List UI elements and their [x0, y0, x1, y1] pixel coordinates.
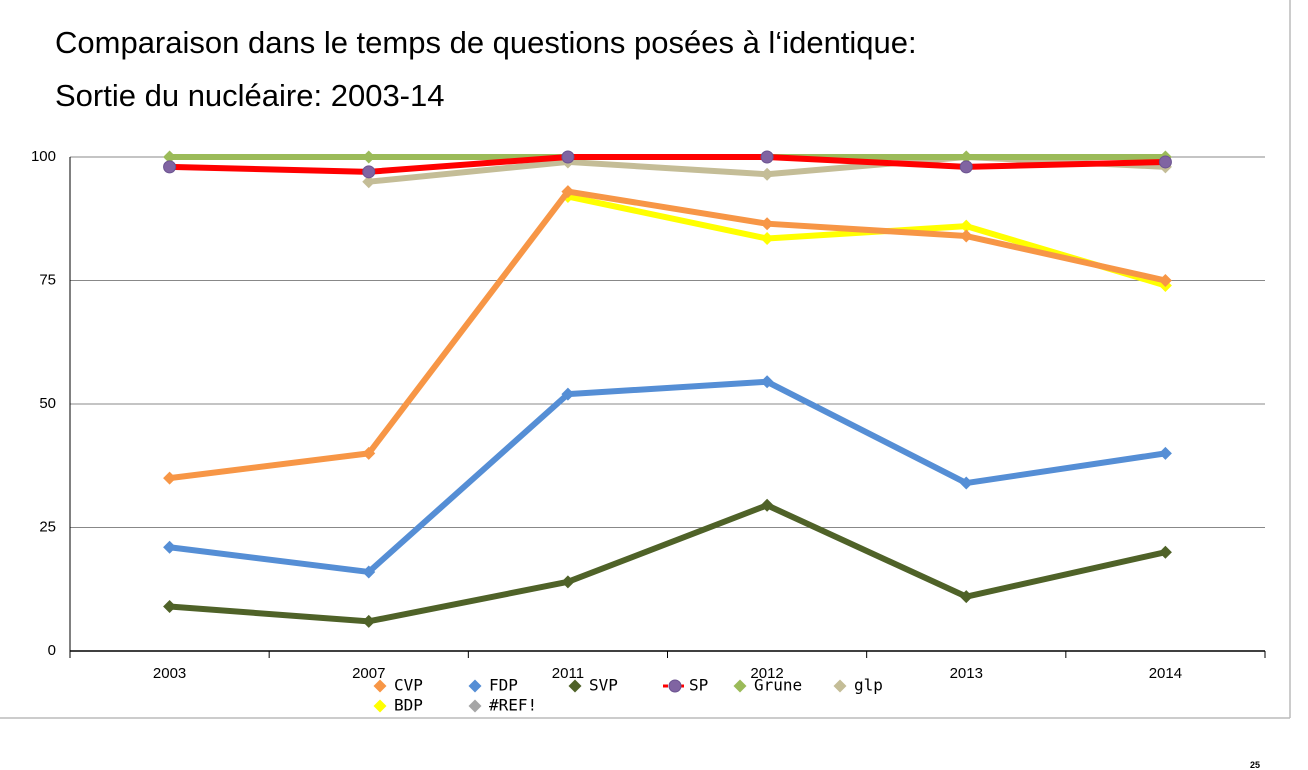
data-point [163, 471, 177, 485]
legend-label: glp [854, 676, 883, 695]
series-line [169, 502, 1167, 625]
x-tick-label: 2007 [352, 665, 385, 682]
data-point [1158, 274, 1172, 287]
data-point [760, 217, 774, 231]
chart-title: Comparaison dans le temps de questions p… [55, 25, 917, 60]
data-point [760, 375, 774, 389]
data-point [362, 446, 376, 460]
x-tick-label: 2014 [1149, 665, 1182, 682]
data-point [362, 565, 376, 579]
legend-marker [733, 679, 747, 693]
data-point [959, 219, 973, 233]
data-point [362, 150, 376, 164]
x-tick-label: 2012 [750, 665, 783, 682]
legend-marker [568, 679, 582, 693]
legend-marker [373, 699, 387, 713]
series-line [169, 378, 1166, 575]
page-number: 25 [1250, 760, 1260, 770]
data-point [760, 150, 774, 164]
legend-label: FDP [489, 676, 518, 695]
legend-marker [833, 679, 847, 693]
data-point [959, 160, 973, 174]
series-line [567, 193, 1167, 289]
legend-label: SP [689, 676, 708, 695]
data-point [760, 232, 774, 246]
data-point [561, 185, 575, 199]
data-point [163, 160, 177, 174]
data-point [760, 498, 774, 512]
x-tick-label: 2003 [153, 665, 186, 682]
data-point [362, 165, 376, 179]
legend-label: BDP [394, 696, 423, 715]
data-point [1158, 545, 1172, 559]
data-point [561, 387, 575, 401]
legend-label: SVP [589, 676, 618, 695]
data-point [362, 175, 376, 189]
data-point [959, 150, 973, 164]
legend-marker [668, 679, 682, 693]
legend-label: CVP [394, 676, 423, 695]
legend-label: Grune [754, 676, 802, 695]
data-point [959, 476, 973, 490]
data-point [163, 150, 177, 164]
legend-marker [468, 679, 482, 693]
y-tick-label: 0 [48, 642, 56, 659]
y-tick-label: 75 [39, 271, 56, 288]
y-tick-label: 100 [31, 148, 56, 165]
series-line [169, 154, 1166, 175]
x-tick-label: 2011 [552, 665, 584, 682]
series-line [169, 188, 1167, 482]
x-tick-label: 2013 [950, 665, 983, 682]
chart-subtitle: Sortie du nucléaire: 2003-14 [55, 78, 444, 113]
data-point [1158, 155, 1172, 169]
legend-marker [373, 679, 387, 693]
data-point [163, 600, 177, 614]
data-point [561, 150, 575, 164]
y-tick-label: 50 [39, 395, 56, 412]
data-point [959, 590, 973, 604]
data-point [163, 540, 177, 554]
y-tick-label: 25 [39, 518, 56, 535]
data-point [760, 167, 774, 181]
data-point [362, 614, 376, 628]
data-point [561, 575, 575, 589]
data-point [959, 229, 973, 243]
legend-marker [468, 699, 482, 713]
data-point [1158, 446, 1172, 460]
legend-label: #REF! [489, 696, 537, 715]
